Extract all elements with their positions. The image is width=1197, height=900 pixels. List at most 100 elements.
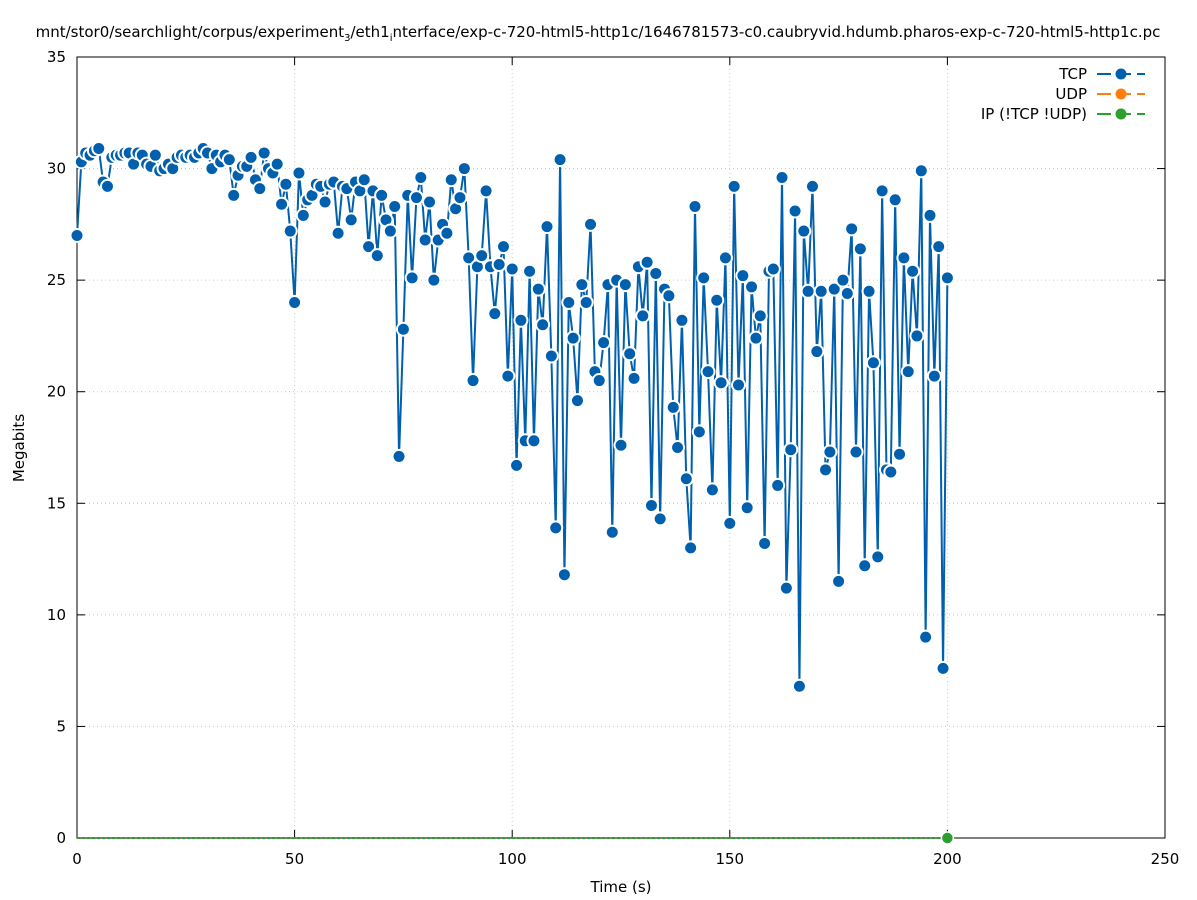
tcp-data-point [687, 199, 703, 215]
title-sub: i [390, 33, 393, 44]
tcp-data-point [382, 223, 398, 239]
tcp-data-point [887, 192, 903, 208]
tcp-data-point [526, 433, 542, 449]
tcp-data-point [648, 265, 664, 281]
tcp-data-point [661, 288, 677, 304]
tcp-data-point [713, 375, 729, 391]
x-tick-label: 250 [1151, 850, 1180, 868]
tcp-data-point [822, 444, 838, 460]
tcp-data-point [704, 482, 720, 498]
tcp-data-point [565, 330, 581, 346]
tcp-data-point [922, 207, 938, 223]
tcp-data-point [361, 239, 377, 255]
tcp-data-point [844, 221, 860, 237]
tcp-data-point [770, 477, 786, 493]
tcp-data-point [539, 219, 555, 235]
tcp-data-point [491, 257, 507, 273]
tcp-data-point [913, 163, 929, 179]
tcp-data-point [691, 424, 707, 440]
tcp-data-point [678, 471, 694, 487]
tcp-data-point [931, 239, 947, 255]
tcp-data-point [722, 515, 738, 531]
tcp-data-point [426, 272, 442, 288]
tcp-data-point [835, 272, 851, 288]
tcp-data-point [456, 161, 472, 177]
tcp-data-point [900, 364, 916, 380]
tcp-data-point [474, 248, 490, 264]
tcp-data-point [243, 149, 259, 165]
tcp-data-point [804, 178, 820, 194]
tcp-data-point [422, 194, 438, 210]
tcp-data-point [939, 270, 955, 286]
y-tick-label: 25 [47, 271, 66, 289]
y-tick-label: 0 [56, 829, 66, 847]
legend-marker [1115, 88, 1127, 100]
tcp-data-point [731, 377, 747, 393]
tcp-data-point [478, 183, 494, 199]
tcp-data-point [591, 373, 607, 389]
x-tick-label: 150 [715, 850, 744, 868]
tcp-data-point [374, 187, 390, 203]
tcp-data-point [848, 444, 864, 460]
tcp-data-point [556, 567, 572, 583]
tcp-data-point [226, 187, 242, 203]
title-part: mnt/stor0/searchlight/corpus/experiment [36, 23, 345, 41]
tcp-data-point [791, 678, 807, 694]
tcp-data-point [543, 348, 559, 364]
tcp-data-point [800, 283, 816, 299]
tcp-data-point [387, 199, 403, 215]
y-tick-label: 15 [47, 494, 66, 512]
tcp-data-point [778, 580, 794, 596]
tcp-data-point [652, 511, 668, 527]
tcp-data-point [287, 294, 303, 310]
tcp-data-point [622, 346, 638, 362]
tcp-data-point [635, 308, 651, 324]
title-part: /eth1 [350, 23, 389, 41]
tcp-data-point [278, 176, 294, 192]
tcp-data-point [500, 368, 516, 384]
tcp-data-point [317, 194, 333, 210]
tcp-data-point [69, 228, 85, 244]
tcp-data-point [852, 241, 868, 257]
tcp-data-point [356, 172, 372, 188]
y-tick-label: 35 [47, 48, 66, 66]
tcp-data-point [783, 442, 799, 458]
x-tick-label: 0 [72, 850, 82, 868]
tcp-data-point [404, 270, 420, 286]
tcp-data-point [583, 216, 599, 232]
tcp-data-point [926, 368, 942, 384]
tcp-data-point [726, 178, 742, 194]
tcp-data-point [905, 263, 921, 279]
tcp-data-point [443, 172, 459, 188]
tcp-data-point [569, 393, 585, 409]
y-tick-label: 10 [47, 606, 66, 624]
tcp-data-point [274, 196, 290, 212]
y-tick-label: 20 [47, 383, 66, 401]
tcp-data-point [604, 524, 620, 540]
tcp-data-point [757, 535, 773, 551]
tcp-data-point [665, 399, 681, 415]
tcp-data-point [643, 498, 659, 514]
tcp-data-point [513, 312, 529, 328]
tcp-data-point [717, 250, 733, 266]
x-tick-label: 50 [285, 850, 304, 868]
series [69, 140, 955, 845]
legend-label: UDP [1055, 85, 1087, 103]
tcp-data-point [639, 254, 655, 270]
tcp-data-point [99, 178, 115, 194]
tcp-data-point [696, 270, 712, 286]
legend: TCP UDP IP (!TCP !UDP) [981, 65, 1145, 123]
tcp-data-point [617, 277, 633, 293]
tcp-data-point [269, 156, 285, 172]
tcp-data-point [874, 183, 890, 199]
ip-data-point [940, 831, 955, 845]
tcp-data-point [809, 344, 825, 360]
tcp-data-point [613, 437, 629, 453]
tcp-data-point [861, 283, 877, 299]
tcp-data-point [774, 169, 790, 185]
tcp-data-point [452, 190, 468, 206]
tcp-data-point [391, 448, 407, 464]
tcp-data-point [504, 261, 520, 277]
tcp-data-point [561, 294, 577, 310]
